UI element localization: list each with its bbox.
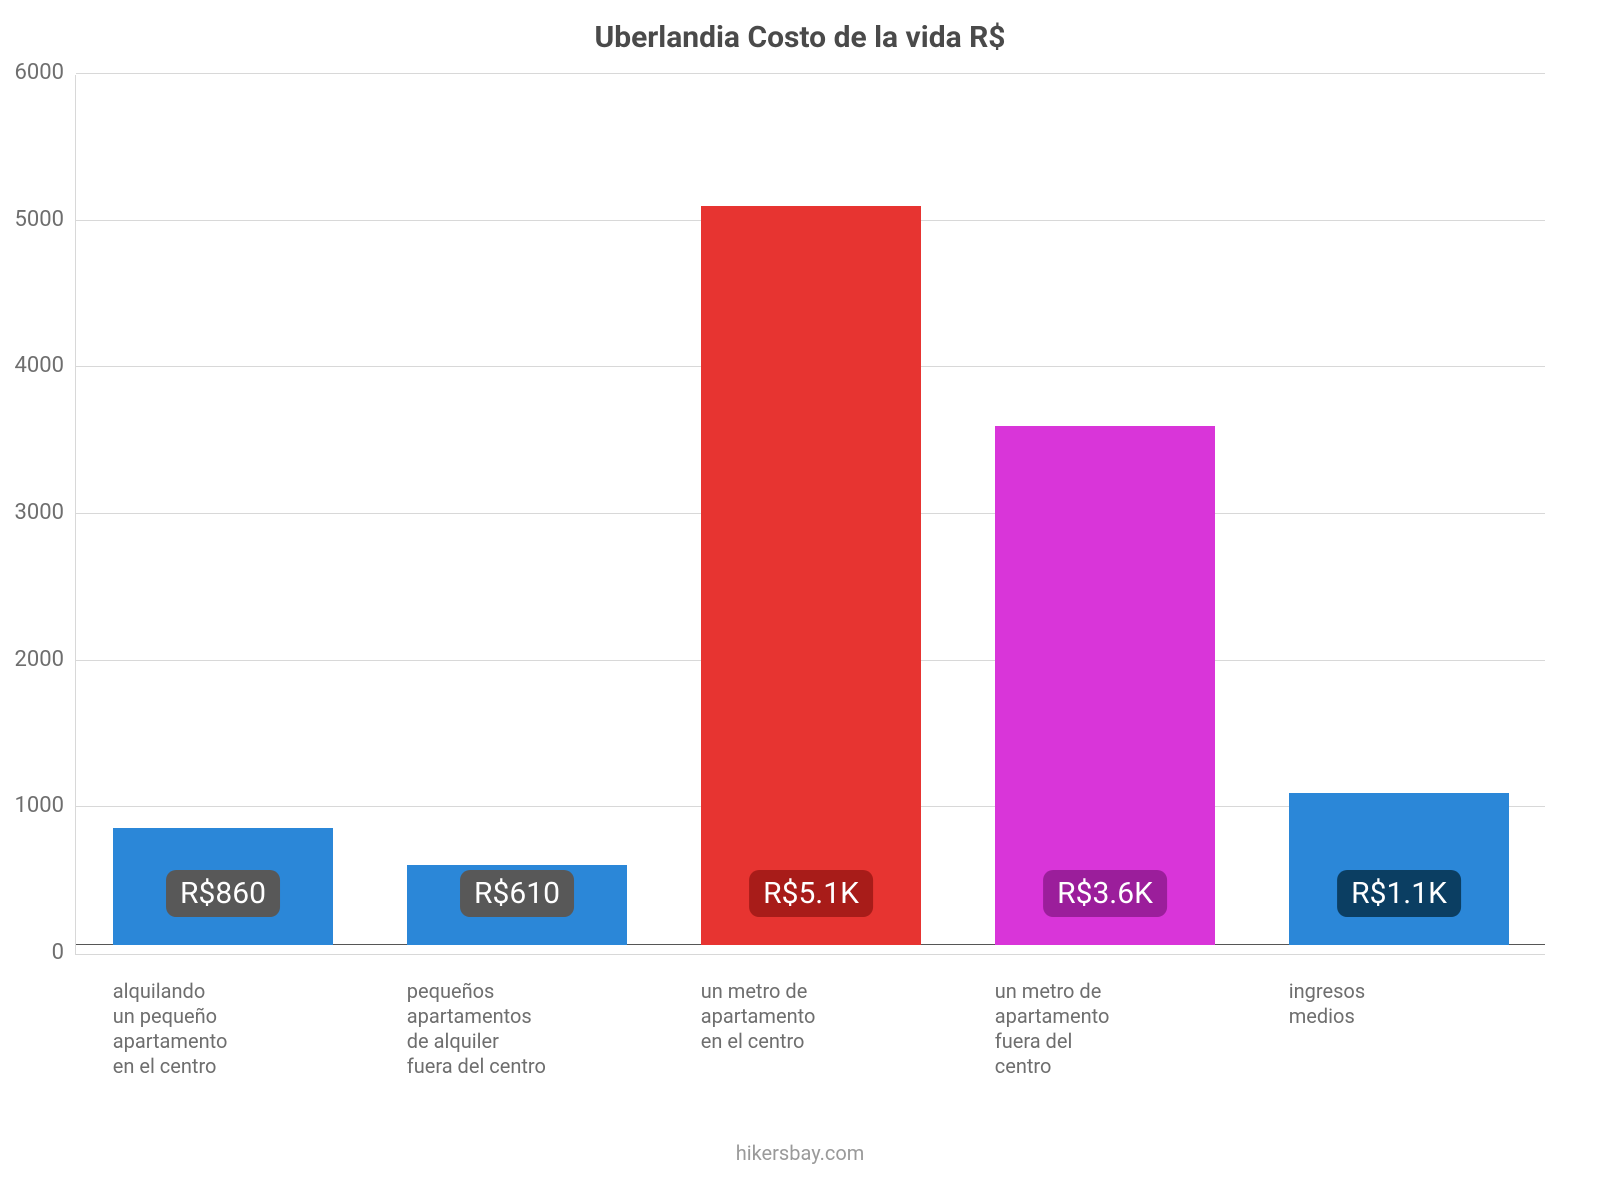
bar-value-badge: R$5.1K <box>749 870 873 917</box>
attribution-text: hikersbay.com <box>0 1141 1600 1165</box>
x-axis-category-label: pequeños apartamentos de alquiler fuera … <box>407 979 628 1079</box>
y-axis-tick-label: 4000 <box>15 353 64 378</box>
bar: R$610 <box>407 865 628 945</box>
y-axis-tick-label: 3000 <box>15 500 64 525</box>
bar-value-badge: R$610 <box>460 870 574 917</box>
y-axis-tick-label: 0 <box>52 940 64 965</box>
y-axis-tick-label: 1000 <box>15 793 64 818</box>
bar-value-badge: R$3.6K <box>1043 870 1167 917</box>
bar: R$3.6K <box>995 426 1216 945</box>
y-axis-tick-label: 2000 <box>15 647 64 672</box>
bar: R$5.1K <box>701 206 922 945</box>
cost-of-living-chart: Uberlandia Costo de la vida R$ 010002000… <box>0 0 1600 1200</box>
y-axis-tick-label: 5000 <box>15 207 64 232</box>
chart-title: Uberlandia Costo de la vida R$ <box>0 20 1600 55</box>
x-axis-category-label: un metro de apartamento fuera del centro <box>995 979 1216 1079</box>
y-axis-tick-label: 6000 <box>15 60 64 85</box>
bar: R$860 <box>113 828 334 945</box>
plot-area: 0100020003000400050006000R$860alquilando… <box>75 75 1545 955</box>
gridline <box>76 73 1545 74</box>
bar-value-badge: R$860 <box>166 870 280 917</box>
x-axis-category-label: ingresos medios <box>1289 979 1510 1029</box>
bar: R$1.1K <box>1289 793 1510 945</box>
x-axis-category-label: alquilando un pequeño apartamento en el … <box>113 979 334 1079</box>
x-axis-category-label: un metro de apartamento en el centro <box>701 979 922 1054</box>
bar-value-badge: R$1.1K <box>1337 870 1461 917</box>
